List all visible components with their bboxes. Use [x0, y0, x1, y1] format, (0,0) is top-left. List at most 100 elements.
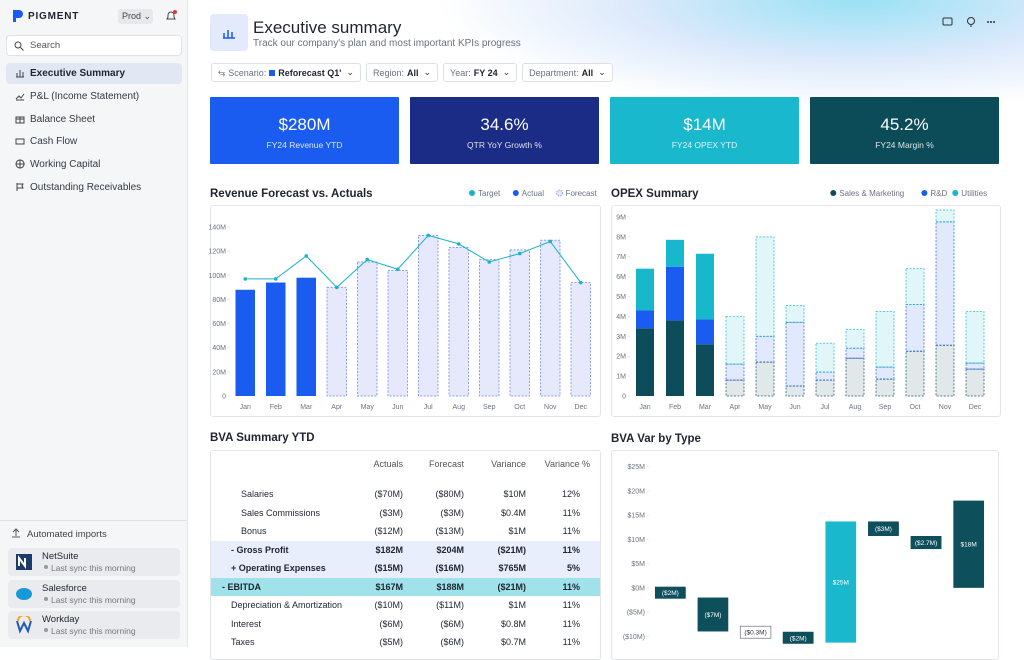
nav-item[interactable]: Balance Sheet: [6, 109, 182, 130]
chevron: ⌄: [423, 67, 432, 77]
workspace-select[interactable]: Prod ⌄: [118, 9, 153, 24]
table-cell: ($3M): [440, 507, 464, 518]
scenario-icon: ⥃: [218, 67, 226, 77]
table-cell: ($6M): [440, 618, 464, 629]
table-cell: 11%: [562, 507, 580, 518]
table-cell: ($5M): [379, 637, 403, 647]
table-cell: 12%: [561, 489, 580, 499]
table-cell: ($16M): [435, 563, 464, 573]
page-subtitle: Track our company's plan and most import…: [253, 38, 521, 49]
filter-value: All: [581, 67, 594, 78]
nav-icon: [15, 116, 25, 124]
table-cell: $0.4M: [500, 507, 526, 518]
nav-icon: [16, 70, 24, 78]
nav-item[interactable]: Executive Summary: [6, 63, 182, 84]
table-row: Interest ($6M) ($6M) $0.8M 11%: [211, 615, 600, 634]
table-cell: 11%: [562, 637, 580, 647]
status-dot: [44, 628, 48, 632]
table-cell: $0.8M: [500, 618, 526, 629]
filter[interactable]: Department: All ⌄: [522, 63, 613, 82]
nav-label: Cash Flow: [30, 136, 78, 148]
chevron: ⌄: [598, 67, 606, 77]
upload-icon: [12, 528, 20, 538]
row-label: - Gross Profit: [231, 544, 289, 555]
nav-item[interactable]: P&L (Income Statement): [6, 86, 182, 107]
kpi-row: $280M FY24 Revenue YTD 34.6% QTR YoY Growth…: [210, 97, 999, 164]
row-label: Depreciation & Amortization: [231, 600, 343, 610]
table-cell: $182M: [375, 544, 403, 555]
opex-panel: [611, 205, 1001, 417]
import-name: NetSuite: [42, 551, 79, 562]
kpi-value: $14M: [683, 115, 726, 134]
status-dot: [44, 565, 48, 569]
filter-value: Reforecast Q1': [278, 67, 342, 78]
table-cell: ($10M): [374, 600, 403, 610]
table-cell: ($12M): [374, 526, 403, 536]
nav-item[interactable]: Cash Flow: [6, 131, 182, 152]
table-cell: ($15M): [374, 563, 403, 573]
table-cell: 11%: [562, 581, 580, 592]
filter[interactable]: Year: FY 24 ⌄: [443, 63, 518, 82]
filter-label: Scenario:: [228, 67, 267, 78]
bell-icon[interactable]: [165, 10, 177, 22]
table-cell: $765M: [498, 563, 526, 573]
kpi-label: QTR YoY Growth %: [467, 140, 542, 150]
filter-value: All: [406, 67, 419, 78]
table-cell: ($6M): [440, 637, 464, 647]
search-icon: [14, 41, 24, 51]
import-name: Salesforce: [42, 582, 87, 594]
column-header: Actuals: [373, 459, 403, 469]
row-label: Sales Commissions: [241, 507, 321, 518]
table-cell: $1M: [508, 600, 526, 610]
import-name: Workday: [42, 614, 80, 625]
row-label: Bonus: [241, 526, 267, 536]
sidebar: PIGMENT Prod ⌄ Search Automated imports …: [0, 0, 188, 647]
nav-label: P&L (Income Statement): [30, 90, 140, 102]
divider: [0, 520, 187, 521]
nav-icon: [15, 93, 25, 101]
search-box[interactable]: Search: [6, 35, 182, 56]
revenue-panel: [210, 205, 601, 417]
kpi-label: FY24 Revenue YTD: [266, 140, 343, 150]
filter-label: Department:: [529, 67, 579, 78]
import-card[interactable]: Workday Last sync this morning: [8, 611, 180, 639]
table-cell: $1M: [508, 526, 526, 536]
filter-value: FY 24: [473, 67, 498, 78]
workspace: Prod: [122, 11, 142, 21]
kpi-card: 34.6% QTR YoY Growth %: [410, 97, 599, 164]
toolbar-icons[interactable]: [940, 16, 1000, 30]
kpi-value: 45.2%: [880, 115, 929, 134]
table-cell: $10M: [503, 489, 526, 499]
table-row: - Gross Profit $182M $204M ($21M) 11%: [211, 540, 600, 559]
page-icon-glyph: [223, 30, 235, 39]
table-cell: $204M: [436, 544, 464, 555]
filter[interactable]: Region: All ⌄: [365, 63, 439, 82]
row-label: Taxes: [231, 637, 255, 647]
kpi-card: $14M FY24 OPEX YTD: [610, 97, 799, 164]
brand: PIGMENT: [28, 11, 80, 22]
import-card[interactable]: Salesforce Last sync this morning: [8, 579, 180, 608]
nav-item[interactable]: Working Capital: [6, 154, 182, 175]
nav-label: Outstanding Receivables: [30, 182, 142, 193]
table-cell: ($21M): [497, 581, 526, 592]
nav-icon: [15, 159, 25, 169]
column-header: Forecast: [428, 459, 464, 469]
filter[interactable]: ⥃ Scenario: Reforecast Q1' ⌄: [211, 63, 361, 82]
kpi-value: $280M: [278, 115, 331, 134]
table-cell: 5%: [566, 563, 580, 573]
table-cell: ($80M): [435, 489, 464, 499]
import-status: Last sync this morning: [51, 626, 136, 636]
import-status: Last sync this morning: [51, 563, 136, 573]
import-card[interactable]: NetSuite Last sync this morning: [8, 548, 180, 576]
kpi-card: $280M FY24 Revenue YTD: [210, 97, 399, 164]
column-header: Variance: [491, 459, 526, 469]
table-cell: ($3M): [379, 507, 403, 518]
import-logo: [16, 554, 32, 570]
table-row: Bonus ($12M) ($13M) $1M 11%: [211, 522, 600, 541]
nav-item[interactable]: Outstanding Receivables: [6, 177, 182, 198]
nav-icon: [16, 183, 24, 191]
table-row: + Operating Expenses ($15M) ($16M) $765M 5%: [211, 559, 600, 578]
kpi-label: FY24 OPEX YTD: [671, 140, 738, 150]
nav-label: Executive Summary: [30, 68, 126, 79]
table-cell: ($21M): [497, 544, 526, 555]
